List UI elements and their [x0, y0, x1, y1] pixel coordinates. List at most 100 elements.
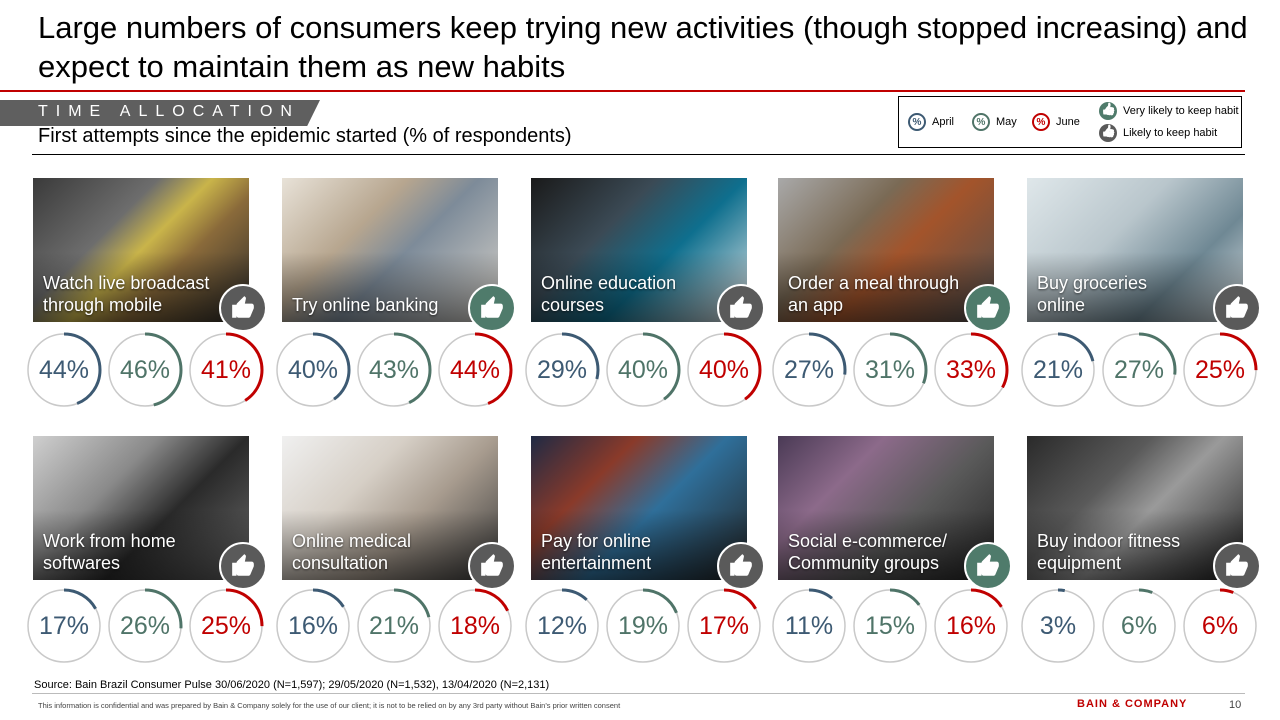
gauge-ring	[686, 332, 762, 408]
gauge-june: 40%	[686, 332, 762, 408]
gauge-april: 29%	[524, 332, 600, 408]
gauge-april: 17%	[26, 588, 102, 664]
gauge-june: 25%	[1182, 332, 1258, 408]
gauge-arc	[107, 332, 183, 408]
legend-april-label: April	[932, 116, 955, 128]
activity-card: Watch live broadcast through mobile	[33, 178, 249, 322]
thumbs-up-icon	[717, 542, 765, 590]
photo-overlay	[33, 510, 249, 580]
gauge-value: 33%	[945, 355, 997, 384]
gauge-value: 21%	[368, 611, 420, 640]
gauge-value: 46%	[119, 355, 171, 384]
activity-card: Work from home softwares	[33, 436, 249, 580]
gauge-value: 25%	[1194, 355, 1246, 384]
thumbs-up-icon	[219, 284, 267, 332]
gauge-ring	[771, 588, 847, 664]
activity-label: Try online banking	[292, 295, 439, 315]
gauge-value: 17%	[38, 611, 90, 640]
gauge-ring	[1020, 588, 1096, 664]
thumbs-up-icon	[468, 284, 516, 332]
activity-label: Buy indoor fitness equipment	[1037, 531, 1181, 573]
gauge-arc	[933, 588, 1009, 664]
gauge-may: 26%	[107, 588, 183, 664]
thumbs-up-icon	[219, 542, 267, 590]
gauge-value: 16%	[287, 611, 339, 640]
gauge-may: 19%	[605, 588, 681, 664]
gauge-value: 40%	[698, 355, 750, 384]
gauge-arc	[933, 332, 1009, 408]
photo-overlay	[282, 510, 498, 580]
gauge-ring	[1182, 332, 1258, 408]
gauge-ring	[275, 588, 351, 664]
activity-label: Watch live broadcast through mobile	[43, 273, 210, 315]
page-number: 10	[1229, 699, 1242, 711]
gauge-arc	[852, 332, 928, 408]
gauge-ring	[852, 332, 928, 408]
gauge-value: 27%	[783, 355, 835, 384]
activity-card: Social e-commerce/ Community groups	[778, 436, 994, 580]
disclaimer: This information is confidential and was…	[38, 701, 621, 710]
photo-overlay	[282, 252, 498, 322]
gauge-ring	[437, 332, 513, 408]
chart-subtitle: First attempts since the epidemic starte…	[38, 125, 572, 147]
activity-label: Buy groceries online	[1037, 273, 1148, 315]
footer-divider	[32, 693, 1245, 694]
gauge-value: 3%	[1039, 611, 1077, 640]
gauge-april: 44%	[26, 332, 102, 408]
gauge-ring	[1101, 332, 1177, 408]
thumbs-up-icon	[1099, 102, 1117, 120]
gauge-may: 6%	[1101, 588, 1177, 664]
gauge-arc	[605, 588, 681, 664]
activity-card: Online education courses	[531, 178, 747, 322]
gauge-april: 3%	[1020, 588, 1096, 664]
gauge-arc	[107, 588, 183, 664]
activity-card: Online medical consultation	[282, 436, 498, 580]
thumbs-up-icon	[717, 284, 765, 332]
photo-overlay	[33, 252, 249, 322]
gauge-arc	[852, 588, 928, 664]
gauge-april: 12%	[524, 588, 600, 664]
gauge-arc	[524, 332, 600, 408]
gauge-arc	[437, 588, 513, 664]
gauge-value: 18%	[449, 611, 501, 640]
gauge-value: 6%	[1120, 611, 1158, 640]
gauge-value: 21%	[1032, 355, 1084, 384]
gauge-ring	[107, 332, 183, 408]
gauge-ring	[686, 588, 762, 664]
gauge-value: 43%	[368, 355, 420, 384]
gauge-ring	[26, 332, 102, 408]
photo-overlay	[778, 510, 994, 580]
legend-april: % April	[908, 113, 954, 131]
gauge-value: 29%	[536, 355, 588, 384]
gauge-arc	[1101, 332, 1177, 408]
gauge-may: 27%	[1101, 332, 1177, 408]
section-tag-label: TIME ALLOCATION	[38, 103, 300, 120]
gauge-arc	[771, 332, 847, 408]
gauge-june: 16%	[933, 588, 1009, 664]
page-title: Large numbers of consumers keep trying n…	[38, 10, 1248, 84]
gauge-value: 31%	[864, 355, 916, 384]
gauge-ring	[437, 588, 513, 664]
gauge-arc	[188, 332, 264, 408]
activity-label: Order a meal through an app	[788, 273, 960, 315]
gauge-value: 26%	[119, 611, 171, 640]
gauge-june: 17%	[686, 588, 762, 664]
activity-label: Online medical consultation	[292, 531, 412, 573]
gauge-arc	[771, 588, 847, 664]
activity-card: Buy indoor fitness equipment	[1027, 436, 1243, 580]
gauge-value: 40%	[617, 355, 669, 384]
gauge-value: 44%	[449, 355, 501, 384]
gauge-value: 25%	[200, 611, 252, 640]
gauge-arc	[356, 332, 432, 408]
source-note: Source: Bain Brazil Consumer Pulse 30/06…	[34, 679, 550, 691]
gauge-ring	[1182, 588, 1258, 664]
gauge-value: 40%	[287, 355, 339, 384]
legend-very-likely-label: Very likely to keep habit	[1123, 105, 1239, 117]
gauge-ring	[771, 332, 847, 408]
photo-overlay	[778, 252, 994, 322]
photo-overlay	[531, 252, 747, 322]
legend-may: % May	[972, 113, 1017, 131]
legend-june-swatch: %	[1032, 113, 1050, 131]
thumbs-up-icon	[1099, 124, 1117, 142]
activity-label: Social e-commerce/ Community groups	[788, 531, 948, 573]
